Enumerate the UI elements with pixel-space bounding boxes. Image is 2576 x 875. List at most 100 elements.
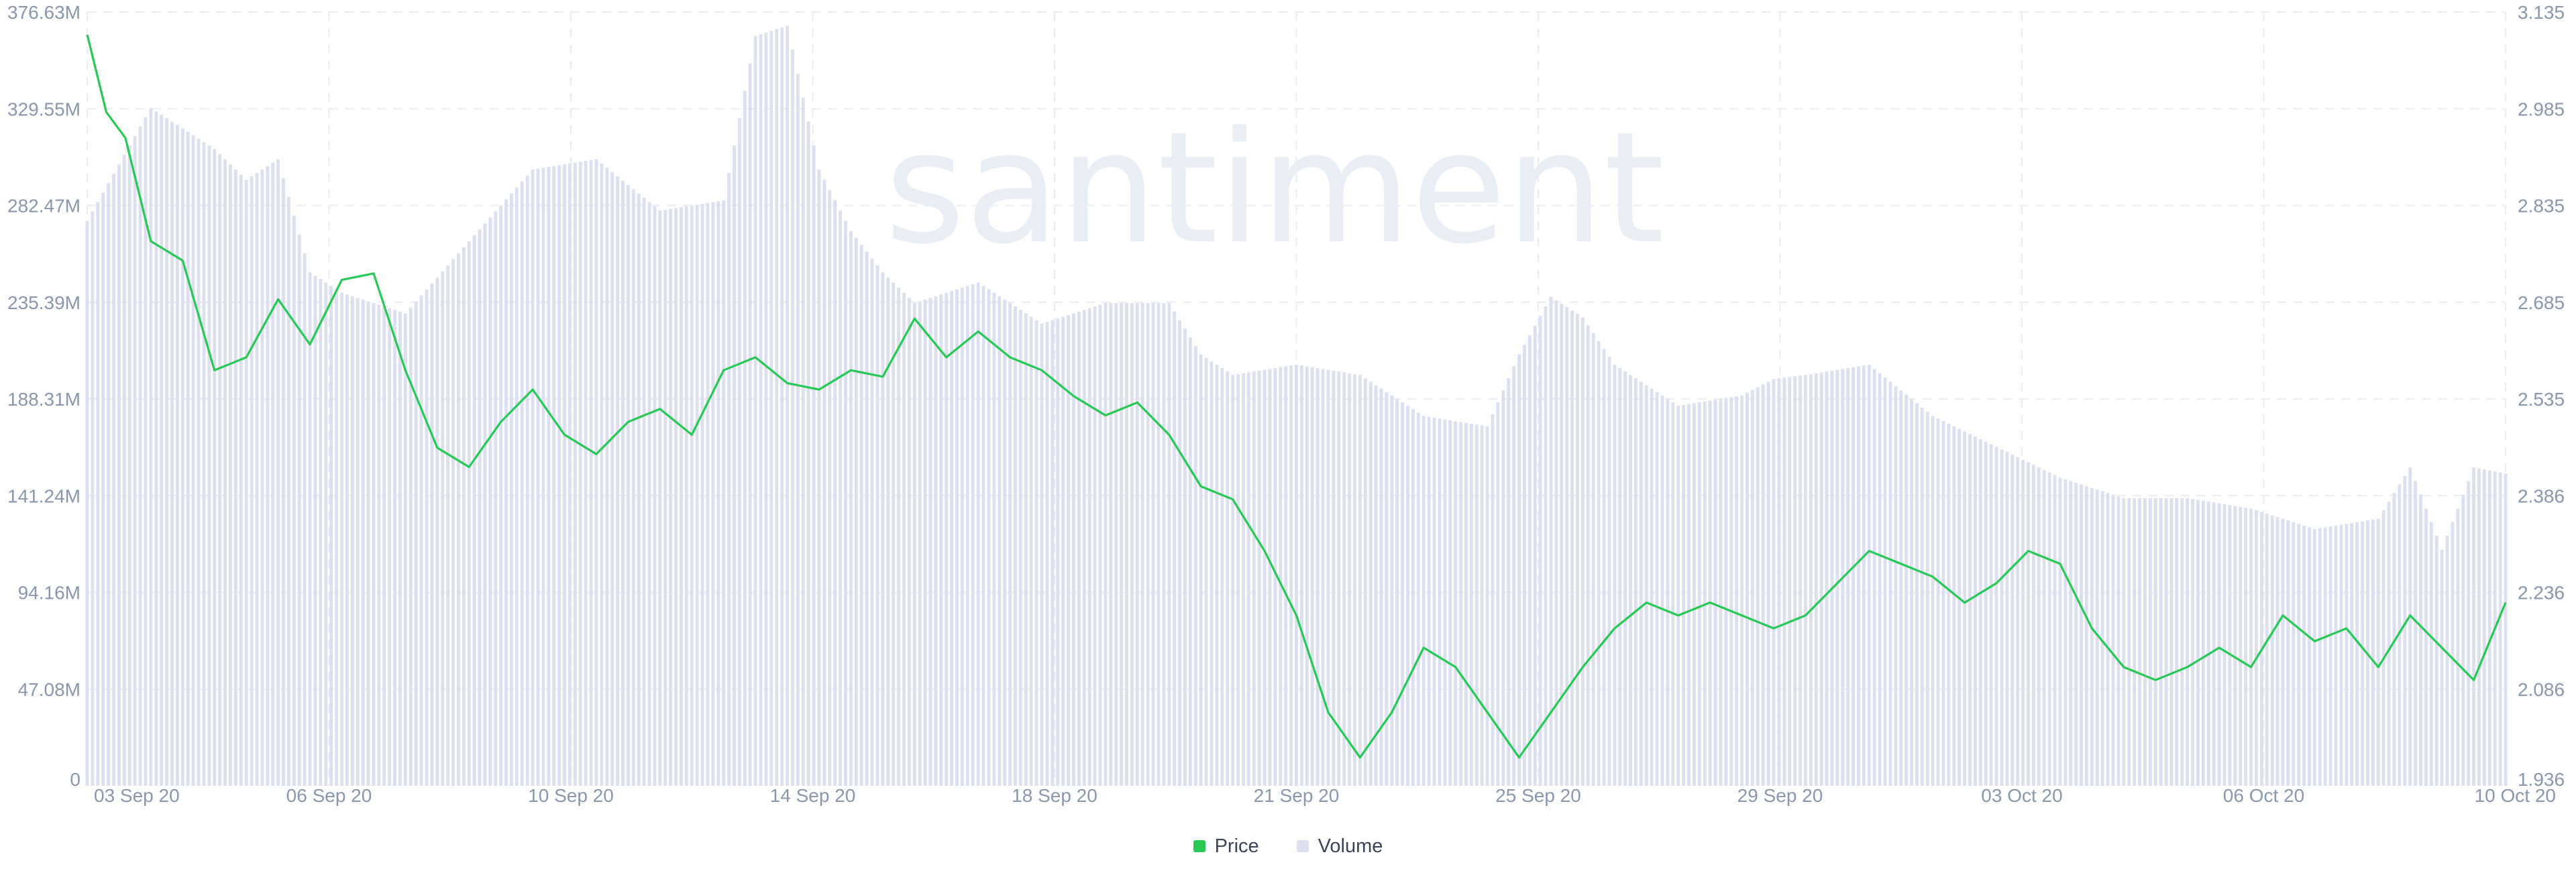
volume-bar	[1284, 366, 1288, 786]
x-tick-label: 21 Sep 20	[1254, 785, 1340, 806]
volume-bar	[1994, 447, 1998, 786]
volume-bar	[1894, 386, 1898, 786]
volume-bar	[1554, 300, 1558, 786]
volume-bar	[1682, 404, 1686, 786]
volume-bar	[403, 313, 407, 786]
volume-bar	[1332, 370, 1336, 786]
volume-bar	[2233, 506, 2237, 786]
volume-bar	[1920, 407, 1924, 786]
volume-bar	[2275, 517, 2279, 786]
legend-item-volume[interactable]: Volume	[1296, 835, 1383, 858]
volume-bar	[1321, 369, 1325, 786]
volume-bar	[1204, 357, 1208, 786]
volume-bar	[642, 197, 646, 786]
volume-bar	[1178, 320, 1182, 786]
right-tick-label: 2.685	[2518, 292, 2565, 313]
volume-bar	[1220, 367, 1224, 786]
volume-bar	[2482, 469, 2486, 786]
volume-bar	[1008, 302, 1012, 786]
volume-bar	[695, 205, 699, 786]
volume-bar	[631, 189, 635, 786]
volume-bar	[2334, 525, 2338, 786]
volume-bar	[2408, 467, 2412, 786]
volume-bar	[1363, 378, 1367, 786]
volume-bar	[939, 294, 943, 786]
volume-bar	[907, 298, 911, 786]
volume-bar	[865, 251, 869, 786]
volume-bar	[1644, 385, 1648, 786]
volume-bar	[2196, 500, 2200, 786]
volume-bar	[753, 36, 757, 786]
volume-bar	[1629, 375, 1633, 786]
volume-bar	[1157, 302, 1161, 786]
volume-bar	[2148, 498, 2152, 786]
volume-bar	[892, 282, 896, 786]
volume-bar	[594, 159, 598, 786]
x-tick-label: 10 Sep 20	[528, 785, 614, 806]
volume-bar	[1337, 371, 1341, 786]
volume-bar	[1819, 372, 1823, 786]
volume-bar	[2487, 470, 2491, 786]
volume-bar	[356, 298, 360, 786]
right-axis: 1.936 2.086 2.236 2.386 2.535 2.685 2.835 2.985…	[2518, 2, 2565, 790]
volume-bar	[2063, 479, 2068, 786]
volume-bar	[1788, 377, 1792, 786]
right-tick-label: 3.135	[2518, 2, 2565, 23]
volume-bar	[1406, 406, 1409, 786]
volume-bar	[286, 196, 290, 786]
volume-bar	[1268, 369, 1272, 786]
volume-bar	[616, 176, 620, 786]
volume-bar	[1740, 395, 1744, 786]
volume-bar	[133, 136, 137, 786]
volume-bar	[817, 169, 821, 786]
volume-bar	[1087, 308, 1091, 786]
volume-bar	[138, 126, 142, 786]
volume-bar	[2169, 498, 2174, 786]
volume-bar	[2222, 504, 2226, 786]
volume-bar	[2180, 498, 2184, 786]
volume-bar	[2191, 499, 2195, 786]
volume-bar	[552, 166, 556, 786]
volume-bar	[1735, 396, 1739, 786]
volume-bar	[987, 289, 991, 786]
volume-bar	[1618, 367, 1622, 786]
volume-bar	[197, 138, 201, 786]
volume-bar	[971, 284, 975, 786]
price-line-group	[86, 34, 2507, 759]
volume-bar	[780, 27, 784, 786]
volume-bar	[1183, 329, 1187, 786]
volume-bar	[2312, 528, 2316, 786]
volume-bar	[223, 159, 227, 786]
volume-bar	[1597, 341, 1601, 786]
volume-bar	[398, 311, 402, 786]
volume-bar	[1830, 370, 1834, 786]
volume-bar	[478, 229, 482, 786]
volume-bar	[409, 307, 413, 786]
volume-bar	[324, 282, 328, 786]
price-line	[86, 34, 2507, 759]
volume-bar	[1130, 302, 1134, 786]
volume-bar	[271, 162, 275, 786]
volume-bar	[1703, 401, 1707, 786]
volume-bar	[170, 121, 174, 786]
volume-bar	[372, 302, 376, 786]
volume-bar	[297, 234, 301, 786]
volume-bar	[1173, 311, 1177, 786]
volume-bar	[1793, 376, 1797, 786]
volume-bar	[992, 292, 996, 786]
volume-bar	[2206, 502, 2210, 786]
volume-bar	[578, 162, 582, 786]
volume-bar	[1316, 367, 1320, 786]
volume-bar	[2308, 527, 2311, 786]
volume-bar	[2127, 498, 2131, 786]
volume-swatch	[1296, 840, 1309, 852]
volume-bar	[292, 215, 296, 786]
left-tick-label: 141.24M	[7, 485, 80, 506]
right-tick-label: 2.236	[2518, 583, 2565, 603]
volume-bar	[229, 164, 232, 786]
volume-bar	[1660, 395, 1664, 786]
legend-item-price[interactable]: Price	[1193, 835, 1259, 858]
volume-bar	[467, 241, 471, 786]
